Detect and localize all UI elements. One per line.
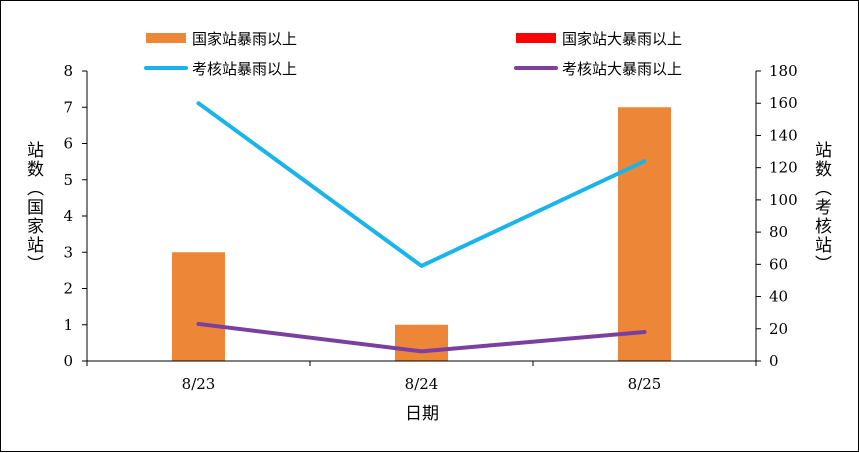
y-right-tick-label: 0 <box>769 352 779 370</box>
y-left-tick-label: 7 <box>63 98 73 116</box>
y-left-tick-label: 8 <box>63 62 73 80</box>
y-right-tick-label: 160 <box>769 94 798 112</box>
y-right-tick-label: 120 <box>769 159 798 177</box>
y-right-tick-label: 100 <box>769 191 798 209</box>
y-right-tick-label: 80 <box>769 223 788 241</box>
y-left-tick-label: 0 <box>63 352 73 370</box>
x-tick-label: 8/23 <box>182 375 216 393</box>
y-right-tick-label: 180 <box>769 62 798 80</box>
legend-label: 国家站大暴雨以上 <box>562 30 682 48</box>
y-axis-right-title: 站数（考核站） <box>811 141 832 274</box>
y-left-tick-label: 3 <box>63 243 73 261</box>
y-left-tick-label: 5 <box>63 171 73 189</box>
legend-label: 考核站暴雨以上 <box>192 60 297 78</box>
y-left-tick-label: 1 <box>63 316 73 334</box>
y-left-tick-label: 4 <box>63 207 73 225</box>
legend-swatch <box>146 33 186 43</box>
legend-label: 考核站大暴雨以上 <box>562 60 682 78</box>
bar <box>618 107 671 361</box>
y-left-tick-label: 6 <box>63 135 73 153</box>
series-line <box>196 321 647 354</box>
x-axis-title: 日期 <box>405 404 439 424</box>
bar <box>395 324 448 361</box>
x-tick-label: 8/25 <box>628 375 662 393</box>
y-right-tick-label: 60 <box>769 255 788 273</box>
y-right-tick-label: 40 <box>769 288 788 306</box>
legend-swatch <box>516 33 556 43</box>
legend-label: 国家站暴雨以上 <box>192 30 297 48</box>
y-right-tick-label: 140 <box>769 126 798 144</box>
y-left-tick-label: 2 <box>63 280 73 298</box>
y-axis-left-title: 站数（国家站） <box>23 141 44 274</box>
series-line <box>196 101 647 268</box>
x-tick-label: 8/24 <box>405 375 439 393</box>
y-right-tick-label: 20 <box>769 320 788 338</box>
bar <box>172 252 225 361</box>
